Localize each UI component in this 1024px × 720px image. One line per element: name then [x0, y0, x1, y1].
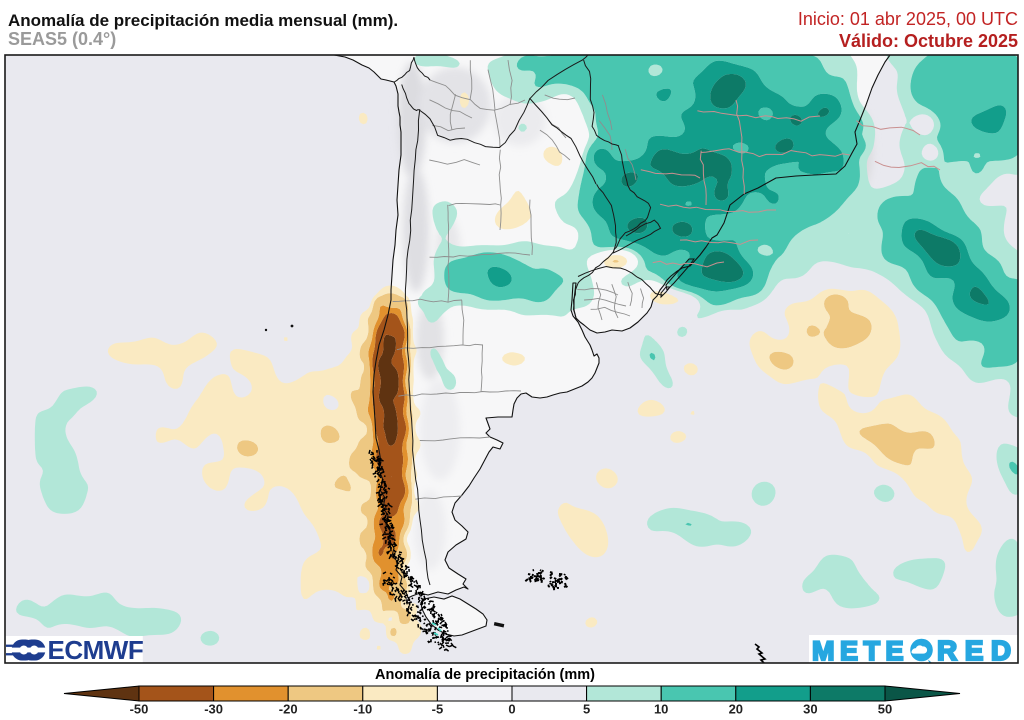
svg-text:METE: METE — [812, 636, 909, 666]
svg-text:-20: -20 — [279, 702, 298, 717]
svg-text:10: 10 — [654, 702, 668, 717]
svg-text:-30: -30 — [204, 702, 223, 717]
svg-text:-5: -5 — [432, 702, 444, 717]
svg-text:-50: -50 — [130, 702, 149, 717]
svg-text:Anomalía de precipitación (mm): Anomalía de precipitación (mm) — [375, 667, 595, 683]
svg-text:50: 50 — [878, 702, 892, 717]
svg-text:-10: -10 — [353, 702, 372, 717]
svg-text:30: 30 — [803, 702, 817, 717]
svg-text:5: 5 — [583, 702, 590, 717]
svg-text:20: 20 — [729, 702, 743, 717]
svg-text:RED: RED — [937, 635, 1019, 666]
svg-text:0: 0 — [508, 702, 515, 717]
svg-text:ECMWF: ECMWF — [48, 635, 144, 665]
